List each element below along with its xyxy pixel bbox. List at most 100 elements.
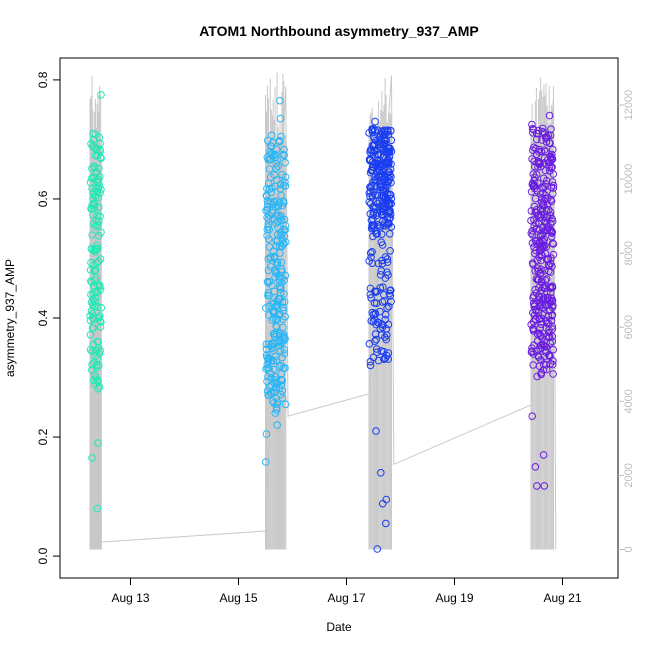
count-line <box>89 75 557 550</box>
data-point <box>93 220 102 229</box>
data-point <box>543 226 552 234</box>
data-point <box>378 323 387 332</box>
data-point <box>365 340 374 348</box>
data-point <box>263 196 272 205</box>
data-point <box>367 253 375 262</box>
data-point <box>377 347 386 355</box>
data-point <box>546 211 555 220</box>
data-point <box>373 545 382 553</box>
data-point <box>91 248 99 256</box>
data-point <box>91 266 99 274</box>
data-point <box>267 142 276 151</box>
data-point <box>531 162 539 171</box>
data-point <box>365 189 374 197</box>
data-point <box>534 353 543 361</box>
data-point <box>529 125 538 134</box>
data-point <box>533 264 542 273</box>
data-point <box>548 178 557 186</box>
data-point <box>382 203 391 212</box>
data-point <box>533 135 541 144</box>
data-point <box>372 335 381 344</box>
data-point <box>96 255 105 263</box>
data-point <box>528 227 537 235</box>
data-point <box>263 360 272 369</box>
data-point <box>538 275 546 284</box>
data-point <box>378 259 387 268</box>
data-point <box>546 360 555 368</box>
data-point <box>536 331 545 340</box>
data-point <box>549 345 558 354</box>
data-point <box>548 283 557 292</box>
data-point <box>280 199 288 207</box>
data-point <box>533 482 541 490</box>
chart-title: ATOM1 Northbound asymmetry_937_AMP <box>199 23 479 39</box>
data-point <box>95 133 103 142</box>
data-point <box>545 267 553 275</box>
data-point <box>535 160 543 168</box>
data-point <box>387 297 395 306</box>
data-point <box>386 230 394 238</box>
data-point <box>540 482 549 490</box>
data-point <box>530 202 539 211</box>
data-point <box>544 294 552 302</box>
data-point <box>547 195 555 204</box>
data-point <box>378 241 387 249</box>
data-point <box>365 129 373 137</box>
data-point <box>531 249 539 258</box>
data-point <box>264 355 273 364</box>
data-point <box>91 164 99 172</box>
data-point <box>548 322 557 331</box>
data-point <box>266 354 274 363</box>
data-point <box>379 183 388 191</box>
data-point <box>269 330 278 338</box>
data-point <box>386 213 395 222</box>
data-point <box>530 143 538 152</box>
data-point <box>367 216 376 225</box>
data-point <box>531 267 540 275</box>
data-point <box>549 170 558 178</box>
data-point <box>267 381 275 389</box>
data-point <box>269 309 278 317</box>
scatter-points-layer <box>86 91 558 553</box>
data-point <box>546 352 554 361</box>
data-point <box>378 298 387 306</box>
data-point <box>87 307 96 315</box>
data-point <box>371 173 379 181</box>
data-point <box>540 342 549 351</box>
data-point <box>379 221 388 230</box>
data-point <box>275 273 284 281</box>
data-point <box>371 330 380 338</box>
data-point <box>89 261 98 270</box>
x-tick-label: Aug 19 <box>435 591 473 605</box>
data-point <box>280 349 289 358</box>
data-point <box>366 357 375 366</box>
data-point <box>263 153 272 162</box>
data-point <box>280 239 288 248</box>
data-point <box>538 127 547 136</box>
data-point <box>531 208 540 216</box>
data-point <box>546 268 555 276</box>
data-point <box>264 391 273 399</box>
data-point <box>371 117 379 126</box>
data-point <box>385 147 394 156</box>
y-axis-label: asymmetry_937_AMP <box>3 259 17 377</box>
data-point <box>262 458 270 466</box>
y-tick-label: 0.4 <box>36 309 50 326</box>
data-point <box>88 164 96 173</box>
data-point <box>368 248 376 256</box>
y2-tick-label: 0 <box>623 546 635 552</box>
data-point <box>276 180 285 189</box>
y2-tick-label: 2000 <box>623 463 635 487</box>
x-axis-label: Date <box>326 620 352 634</box>
data-point <box>268 316 277 324</box>
data-point <box>387 286 395 295</box>
data-point <box>379 191 388 200</box>
data-point <box>532 224 541 233</box>
data-point <box>268 184 276 192</box>
data-point <box>268 209 277 217</box>
data-point <box>539 184 548 192</box>
data-point <box>94 314 103 322</box>
data-point <box>536 298 545 307</box>
data-point <box>264 279 273 287</box>
data-point <box>271 376 279 384</box>
